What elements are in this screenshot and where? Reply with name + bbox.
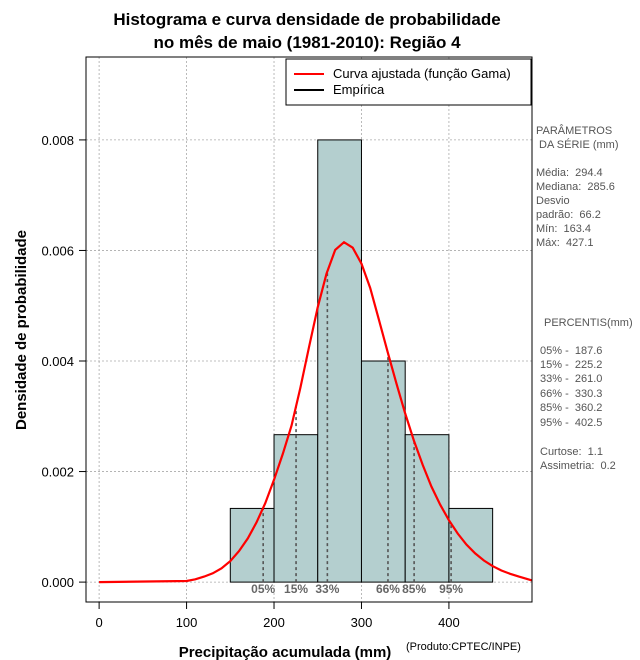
histogram-bars bbox=[229, 139, 494, 583]
y-tick-label: 0.006 bbox=[41, 243, 74, 258]
y-tick-label: 0.000 bbox=[41, 575, 74, 590]
y-axis-title: Densidade de probabilidade bbox=[13, 230, 30, 430]
chart-title-line-1: Histograma e curva densidade de probabil… bbox=[113, 10, 500, 29]
param-std-label: Desvio bbox=[536, 195, 570, 207]
y-tick-label: 0.002 bbox=[41, 465, 74, 480]
percentile-95: 95% - 402.5 bbox=[540, 417, 602, 429]
percentile-label: 15% bbox=[284, 582, 308, 596]
histogram-bar bbox=[448, 507, 494, 583]
legend: Curva ajustada (função Gama) Empírica bbox=[285, 58, 532, 106]
histogram-bar bbox=[229, 507, 275, 583]
legend-box bbox=[285, 58, 532, 106]
param-max: Máx: 427.1 bbox=[536, 237, 593, 249]
x-tick-label: 400 bbox=[438, 615, 460, 630]
x-tick-label: 0 bbox=[96, 615, 103, 630]
percentiles-title: PERCENTIS(mm) bbox=[544, 317, 633, 329]
percentile-lines bbox=[262, 271, 452, 583]
x-tick-label: 100 bbox=[176, 615, 198, 630]
percentile-label: 66% bbox=[376, 582, 400, 596]
percentile-15: 15% - 225.2 bbox=[540, 359, 602, 371]
histogram-bar bbox=[317, 139, 362, 583]
percentile-05: 05% - 187.6 bbox=[540, 345, 602, 357]
fitted-gamma-curve bbox=[99, 240, 533, 584]
stat-kurtosis: Curtose: 1.1 bbox=[540, 446, 603, 458]
legend-empirical-label: Empírica bbox=[333, 82, 385, 97]
x-tick-label: 300 bbox=[351, 615, 373, 630]
chart-title-line-2: no mês de maio (1981-2010): Região 4 bbox=[153, 33, 461, 52]
y-axis: 0.000 0.002 0.004 0.006 0.008 bbox=[41, 133, 86, 590]
percentile-66: 66% - 330.3 bbox=[540, 388, 602, 400]
percentile-label: 95% bbox=[439, 582, 463, 596]
y-tick-label: 0.004 bbox=[41, 354, 74, 369]
product-credit: (Produto:CPTEC/INPE) bbox=[406, 641, 521, 653]
x-axis-title: Precipitação acumulada (mm) bbox=[179, 644, 392, 660]
x-tick-label: 200 bbox=[263, 615, 285, 630]
param-std: padrão: 66.2 bbox=[536, 209, 601, 221]
params-title-line-1: PARÂMETROS bbox=[536, 124, 612, 137]
side-panel: PARÂMETROS DA SÉRIE (mm) Média: 294.4 Me… bbox=[536, 124, 633, 472]
param-mean: Média: 294.4 bbox=[536, 167, 603, 179]
percentile-85: 85% - 360.2 bbox=[540, 402, 602, 414]
histogram-bar bbox=[360, 360, 406, 583]
legend-fitted-label: Curva ajustada (função Gama) bbox=[333, 66, 511, 81]
percentile-label: 05% bbox=[251, 582, 275, 596]
y-tick-label: 0.008 bbox=[41, 133, 74, 148]
params-title-line-2: DA SÉRIE (mm) bbox=[536, 138, 619, 151]
percentile-label: 33% bbox=[315, 582, 339, 596]
param-min: Mín: 163.4 bbox=[536, 223, 591, 235]
percentile-label: 85% bbox=[402, 582, 426, 596]
percentile-labels: 05% 15% 33% 66% 85% 95% bbox=[251, 582, 463, 596]
percentile-33: 33% - 261.0 bbox=[540, 373, 602, 385]
param-median: Mediana: 285.6 bbox=[536, 181, 615, 193]
x-axis: 0 100 200 300 400 bbox=[96, 601, 460, 630]
stat-skewness: Assimetria: 0.2 bbox=[540, 460, 616, 472]
